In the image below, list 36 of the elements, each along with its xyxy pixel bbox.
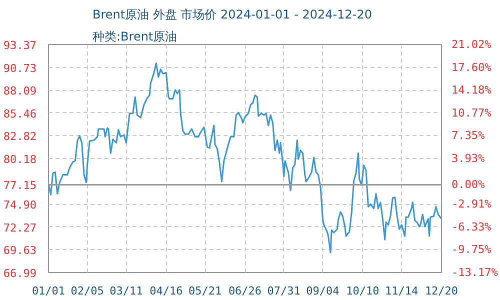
- x-tick-label: 03/11: [110, 284, 143, 298]
- line-series: [48, 62, 442, 254]
- y-tick-label: 77.15: [3, 179, 37, 192]
- y2-tick-label: 7.35%: [452, 129, 485, 142]
- y-tick-label: 74.90: [3, 198, 37, 212]
- y2-tick-label: 10.77%: [452, 106, 492, 120]
- y-tick-label: 90.73: [3, 62, 37, 75]
- x-tick-label: 04/16: [150, 284, 183, 298]
- x-tick-label: 10/10: [346, 284, 380, 298]
- y2-tick-label: 3.93%: [452, 152, 485, 165]
- chart-subtitle: 种类:Brent原油: [92, 30, 178, 44]
- y-tick-label: 69.63: [3, 244, 37, 258]
- y2-tick-label: -9.75%: [452, 243, 492, 256]
- x-tick-label: 05/21: [188, 284, 222, 298]
- y-tick-label: 88.09: [3, 84, 37, 98]
- x-tick-label: 01/01: [32, 284, 66, 298]
- x-tick-label: 11/14: [384, 284, 418, 298]
- x-tick-label: 07/31: [267, 284, 300, 298]
- y-tick-label: 85.46: [3, 107, 37, 120]
- x-tick-label: 09/04: [306, 284, 340, 298]
- x-tick-label: 02/05: [70, 284, 104, 298]
- y2-tick-label: 21.02%: [452, 38, 492, 51]
- chart-title: Brent原油 外盘 市场价 2024-01-01 - 2024-12-20: [92, 8, 372, 22]
- y-tick-label: 80.18: [3, 153, 37, 166]
- y2-tick-label: 14.18%: [452, 84, 492, 97]
- y2-tick-label: -2.91%: [452, 198, 492, 211]
- x-tick-label: 06/26: [228, 284, 262, 298]
- x-tick-label: 12/20: [424, 284, 458, 298]
- y2-tick-label: 0.00%: [452, 178, 485, 192]
- y-tick-label: 66.99: [3, 267, 37, 280]
- y-tick-label: 72.27: [3, 221, 37, 234]
- y2-tick-label: -13.17%: [452, 266, 498, 279]
- y2-tick-label: 17.60%: [452, 60, 492, 74]
- y-tick-label: 93.37: [3, 39, 37, 52]
- y-tick-label: 82.82: [3, 130, 37, 144]
- y2-tick-label: -6.33%: [452, 220, 492, 234]
